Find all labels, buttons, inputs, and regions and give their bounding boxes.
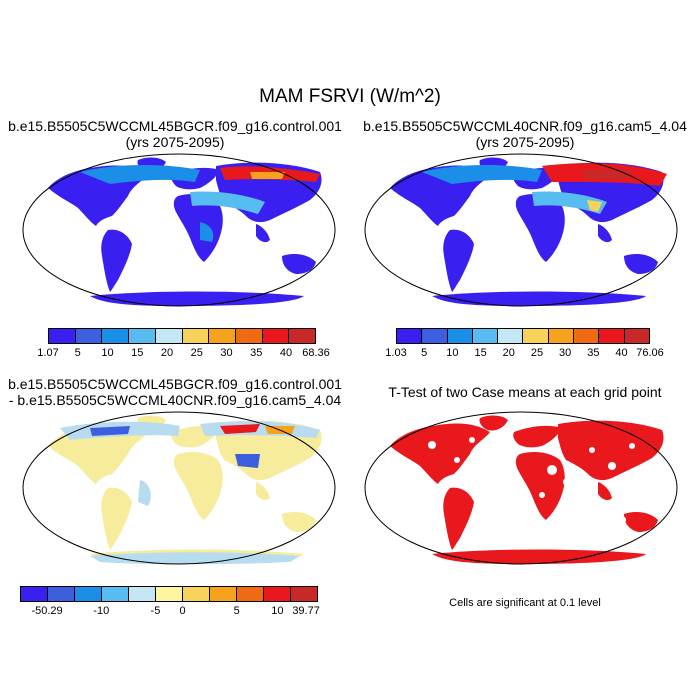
main-title: MAM FSRVI (W/m^2) — [259, 86, 441, 107]
panel-3-tick: -10 — [93, 605, 110, 617]
panel-3-tick: 39.77 — [292, 605, 320, 617]
panel-3-cbar-swatch — [156, 587, 183, 601]
panel-2-tick: 25 — [530, 347, 544, 359]
panel-1-cbar-swatch — [235, 329, 263, 343]
panel-1-cbar-swatch — [289, 329, 316, 343]
panel-3-cbar-swatch — [75, 587, 102, 601]
panel-2-tick: 5 — [421, 347, 428, 359]
panel-2-cbar-swatch — [472, 329, 499, 343]
panel-2-tick: 35 — [587, 347, 600, 359]
panel-2-colorbar — [396, 328, 650, 344]
panel-2-tick: 1.03 — [385, 347, 407, 359]
panel-2-title-line2: (yrs 2075-2095) — [475, 134, 575, 150]
panel-3-tick: -5 — [150, 605, 161, 617]
panel-2-cbar-swatch — [447, 329, 473, 343]
panel-3-cbar-swatch — [291, 587, 317, 601]
panel-2-tick: 40 — [615, 347, 628, 359]
panel-1-tick: 25 — [190, 347, 203, 359]
panel-1-cbar-swatch — [182, 329, 210, 343]
panel-2-cbar-swatch — [574, 329, 600, 343]
panel-1-tick: 40 — [279, 347, 293, 359]
panel-1-map — [22, 153, 336, 307]
panel-2-tick: 76.06 — [636, 347, 664, 359]
panel-3-tick: -50.29 — [31, 605, 63, 617]
panel-3-cbar-swatch — [210, 587, 237, 601]
panel-3-cbar-swatch — [264, 587, 291, 601]
panel-2-colorbar-labels: 1.03 5 10 15 20 25 30 35 40 76.06 — [385, 347, 663, 361]
panel-1-tick: 35 — [250, 347, 263, 359]
panel-2-cbar-swatch — [422, 329, 448, 343]
panel-1-cbar-swatch — [102, 329, 130, 343]
panel-4-footnote: Cells are significant at 0.1 level — [449, 597, 601, 609]
panel-2-tick: 15 — [474, 347, 487, 359]
panel-3-cbar-swatch — [21, 587, 48, 601]
panel-1-colorbar-labels: 1.07 5 10 15 20 25 30 35 40 68.36 — [37, 347, 329, 361]
panel-2-title-line1: b.e15.B5505C5WCCML40CNR.f09_g16.cam5_4.0… — [363, 118, 687, 134]
panel-1-cbar-swatch — [75, 329, 103, 343]
panel-1-tick: 1.07 — [37, 347, 59, 359]
panel-1-tick: 5 — [74, 347, 81, 359]
panel-1-title-line1: b.e15.B5505C5WCCML45BGCR.f09_g16.control… — [8, 118, 342, 134]
panel-2-cbar-swatch — [498, 329, 524, 343]
panel-2-map — [364, 153, 678, 307]
panel-2-title: b.e15.B5505C5WCCML40CNR.f09_g16.cam5_4.0… — [350, 118, 700, 150]
panel-1-tick: 30 — [220, 347, 233, 359]
panel-1-cbar-swatch — [49, 329, 76, 343]
panel-2-cbar-swatch — [548, 329, 575, 343]
panel-1-tick: 15 — [131, 347, 144, 359]
panel-2-cbar-swatch — [397, 329, 423, 343]
panel-3-colorbar-labels: -50.29 -10 -5 0 5 10 39.77 — [20, 605, 320, 619]
panel-3-title: b.e15.B5505C5WCCML45BGCR.f09_g16.control… — [0, 376, 350, 408]
panel-3-map — [22, 411, 336, 565]
panel-3-cbar-swatch — [183, 587, 210, 601]
panel-2-tick: 10 — [446, 347, 459, 359]
panel-3-tick: 5 — [233, 605, 240, 617]
panel-1-cbar-swatch — [155, 329, 183, 343]
panel-1-highlights — [80, 165, 320, 242]
panel-3-cbar-swatch — [129, 587, 156, 601]
panel-3-cbar-swatch — [102, 587, 129, 601]
panel-3-tick: 10 — [271, 605, 284, 617]
panel-1-tick: 20 — [160, 347, 174, 359]
panel-1-colorbar — [48, 328, 316, 344]
panel-2-cbar-swatch — [624, 329, 649, 343]
panel-2-highlights — [422, 163, 667, 214]
panel-2-tick: 20 — [502, 347, 515, 359]
panel-3-colorbar — [20, 586, 318, 602]
panel-2-cbar-swatch — [599, 329, 625, 343]
panel-3-cbar-swatch — [48, 587, 75, 601]
panel-1-tick: 68.36 — [302, 347, 330, 359]
panel-1-cbar-swatch — [262, 329, 290, 343]
panel-1-tick: 10 — [101, 347, 114, 359]
panel-2-tick: 30 — [559, 347, 572, 359]
panel-1-title-line2: (yrs 2075-2095) — [125, 134, 225, 150]
panel-4-title: T-Test of two Case means at each grid po… — [388, 384, 662, 400]
panel-3-cbar-swatch — [237, 587, 264, 601]
panel-3-title-line1: b.e15.B5505C5WCCML45BGCR.f09_g16.control… — [8, 376, 342, 392]
panel-3-title-line2: - b.e15.B5505C5WCCML40CNR.f09_g16.cam5_4… — [8, 392, 342, 408]
panel-4-map — [364, 411, 678, 565]
panel-3-tick: 0 — [179, 605, 186, 617]
panel-1-cbar-swatch — [209, 329, 236, 343]
panel-1-title: b.e15.B5505C5WCCML45BGCR.f09_g16.control… — [0, 118, 350, 150]
panel-3-highlights — [60, 421, 320, 565]
panel-2-cbar-swatch — [523, 329, 549, 343]
panel-1-cbar-swatch — [129, 329, 156, 343]
panel-4-gaps — [428, 437, 635, 524]
